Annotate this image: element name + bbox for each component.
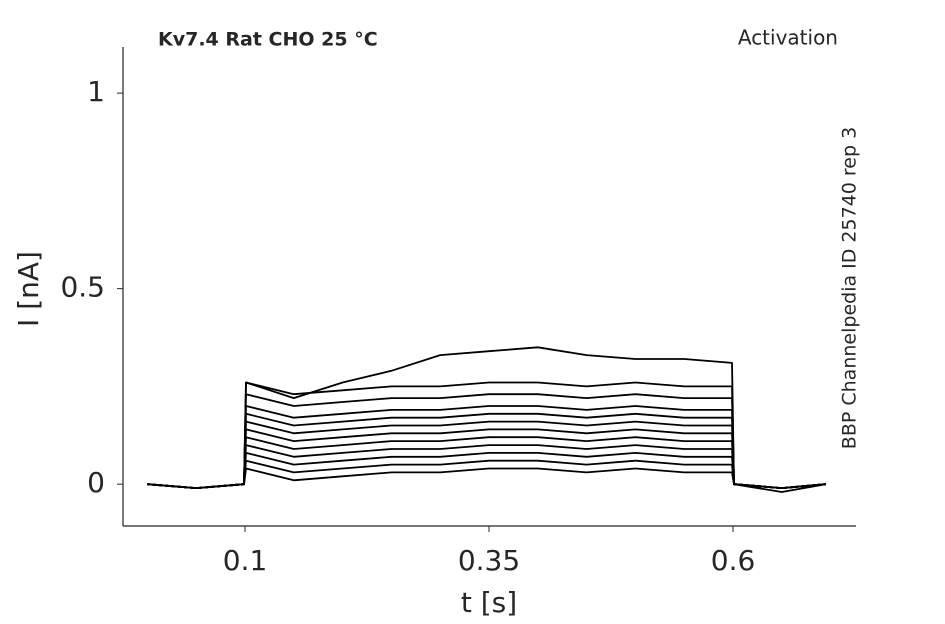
chart-subtitle: Activation	[738, 26, 838, 50]
x-tick-label: 0.6	[711, 544, 756, 577]
trace	[147, 420, 826, 489]
trace	[147, 444, 826, 489]
y-tick-label: 0.5	[60, 271, 105, 304]
trace	[147, 346, 826, 493]
trace	[147, 467, 826, 489]
x-axis-label: t [s]	[461, 586, 517, 619]
x-tick-label: 0.1	[223, 544, 268, 577]
y-tick-label: 1	[87, 75, 105, 108]
chart-title: Kv7.4 Rat CHO 25 °C	[158, 29, 378, 51]
trace	[147, 452, 826, 489]
trace	[147, 459, 826, 489]
annotation: BBP Channelpedia ID 25740 rep 3	[839, 127, 861, 449]
y-axis-label: I [nA]	[12, 251, 45, 327]
x-tick-label: 0.35	[458, 544, 520, 577]
y-tick-label: 0	[87, 466, 105, 499]
